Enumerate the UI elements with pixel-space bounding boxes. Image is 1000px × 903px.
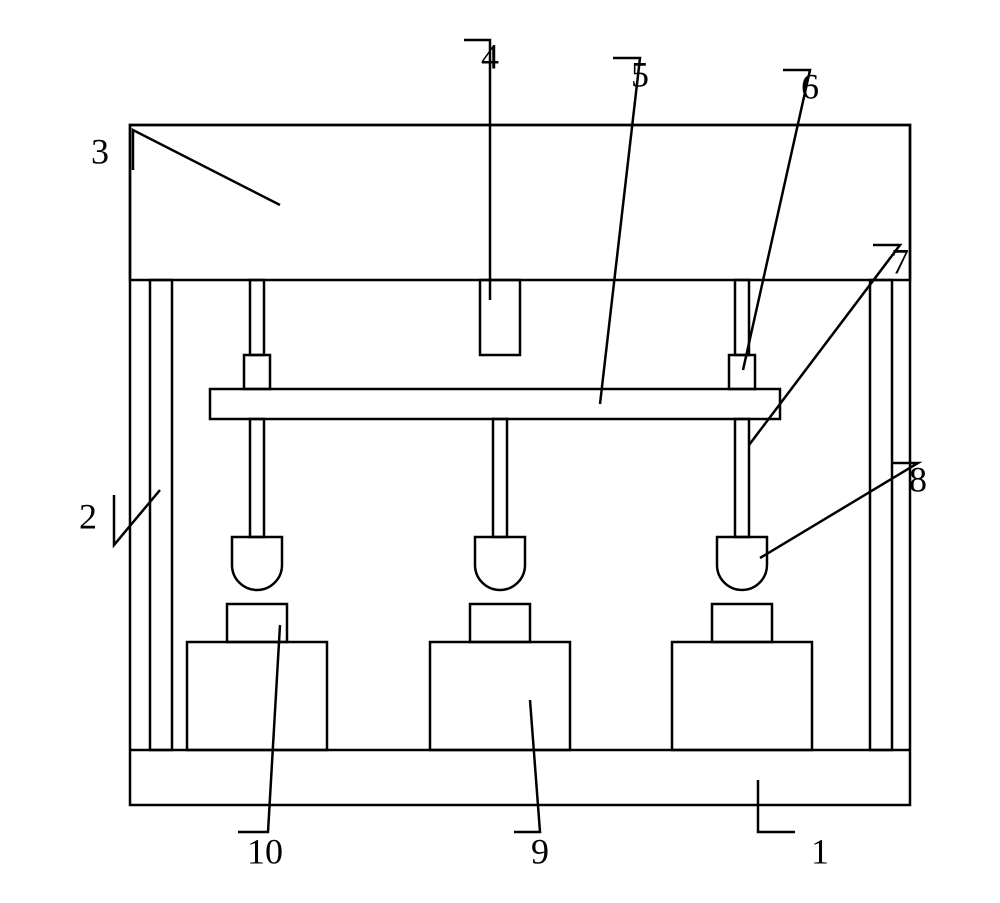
- outer-frame: [130, 125, 910, 805]
- probe-2: [717, 537, 767, 590]
- callout-line-3: [133, 130, 280, 205]
- callout-line-2: [114, 490, 160, 545]
- callout-label-7: 7: [891, 241, 909, 281]
- column-left: [150, 280, 172, 750]
- block-0: [187, 642, 327, 750]
- sleeve-left: [244, 355, 270, 389]
- callout-label-10: 10: [247, 831, 283, 871]
- callout-line-4: [464, 40, 490, 300]
- sleeve-right: [729, 355, 755, 389]
- stem-left: [250, 280, 264, 355]
- hanger-0: [250, 419, 264, 537]
- hanger-2: [735, 419, 749, 537]
- anvil-1: [470, 604, 530, 642]
- callout-label-4: 4: [481, 36, 499, 76]
- callout-line-9: [514, 700, 540, 832]
- piston-center: [480, 280, 520, 355]
- column-right: [870, 280, 892, 750]
- block-1: [430, 642, 570, 750]
- probe-1: [475, 537, 525, 590]
- callout-label-8: 8: [909, 459, 927, 499]
- callout-line-5: [600, 58, 640, 404]
- callout-label-2: 2: [79, 496, 97, 536]
- callout-label-9: 9: [531, 831, 549, 871]
- probe-0: [232, 537, 282, 590]
- stem-right: [735, 280, 749, 355]
- callout-label-1: 1: [811, 831, 829, 871]
- crossbar: [210, 389, 780, 419]
- callout-line-10: [238, 625, 280, 832]
- anvil-2: [712, 604, 772, 642]
- callout-label-5: 5: [631, 54, 649, 94]
- callout-label-3: 3: [91, 131, 109, 171]
- schematic-diagram: 1 2 3 4 5 6 7 8 9 10: [0, 0, 1000, 903]
- callout-line-8: [760, 463, 918, 558]
- hanger-1: [493, 419, 507, 537]
- block-2: [672, 642, 812, 750]
- callout-label-6: 6: [801, 66, 819, 106]
- callout-line-6: [743, 70, 810, 370]
- anvil-0: [227, 604, 287, 642]
- callout-line-7: [749, 245, 900, 445]
